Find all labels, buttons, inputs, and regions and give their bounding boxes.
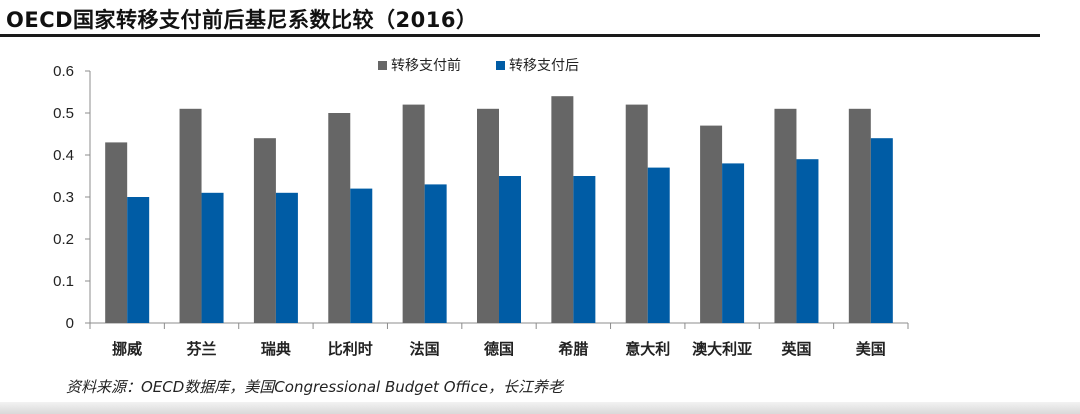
bar-after-transfer — [424, 184, 447, 323]
bar-after-transfer — [647, 167, 670, 323]
bar-after-transfer — [275, 192, 298, 323]
gini-bar-chart: 0 0.1 0.2 0.3 0.4 0.5 0.6 挪威 芬兰 瑞典 比利时 法国 德国 希腊 意大利 澳大利… — [53, 57, 909, 358]
bar-before-transfer — [551, 96, 574, 323]
y-tick-label: 0.3 — [53, 189, 74, 206]
bar-before-transfer — [105, 142, 128, 323]
legend-swatch — [378, 61, 387, 70]
bar-before-transfer — [253, 138, 276, 323]
chart-title: OECD国家转移支付前后基尼系数比较（2016） — [6, 8, 478, 32]
source-note: 资料来源：OECD数据库，美国Congressional Budget Offi… — [66, 378, 563, 396]
x-category-label: 意大利 — [625, 340, 670, 358]
bar-before-transfer — [625, 104, 648, 323]
bar-after-transfer — [201, 192, 224, 323]
legend-swatch — [496, 61, 505, 70]
x-category-label: 比利时 — [328, 340, 373, 358]
x-category-label: 法国 — [410, 340, 440, 358]
x-category-label: 澳大利亚 — [692, 340, 752, 358]
bar-after-transfer — [870, 138, 893, 323]
x-category-label: 英国 — [781, 340, 811, 358]
legend-label: 转移支付前 — [391, 57, 461, 74]
bar-before-transfer — [402, 104, 425, 323]
x-category-label: 希腊 — [558, 340, 588, 358]
footer-band — [0, 402, 1080, 414]
bar-after-transfer — [499, 176, 521, 323]
bar-before-transfer — [477, 108, 499, 323]
y-tick-label: 0.4 — [53, 147, 74, 164]
bar-before-transfer — [700, 125, 723, 323]
y-tick-label: 0.2 — [53, 231, 74, 248]
bar-before-transfer — [774, 108, 797, 323]
bar-before-transfer — [848, 108, 871, 323]
x-category-label: 德国 — [484, 340, 514, 358]
legend-label: 转移支付后 — [509, 58, 579, 74]
x-category-label: 芬兰 — [187, 340, 217, 358]
y-tick-label: 0 — [66, 315, 74, 332]
y-tick-label: 0.6 — [53, 63, 74, 80]
title-divider — [0, 34, 1040, 37]
bar-after-transfer — [573, 176, 596, 323]
y-tick-label: 0.1 — [53, 273, 74, 290]
bar-before-transfer — [328, 113, 351, 323]
x-category-label: 美国 — [856, 340, 886, 358]
bar-before-transfer — [179, 108, 202, 323]
bar-after-transfer — [127, 197, 150, 323]
bar-after-transfer — [350, 188, 373, 323]
bar-after-transfer — [796, 159, 819, 323]
x-category-label: 瑞典 — [261, 340, 291, 358]
bar-after-transfer — [722, 163, 745, 323]
y-tick-label: 0.5 — [53, 105, 74, 122]
x-category-label: 挪威 — [112, 340, 142, 358]
